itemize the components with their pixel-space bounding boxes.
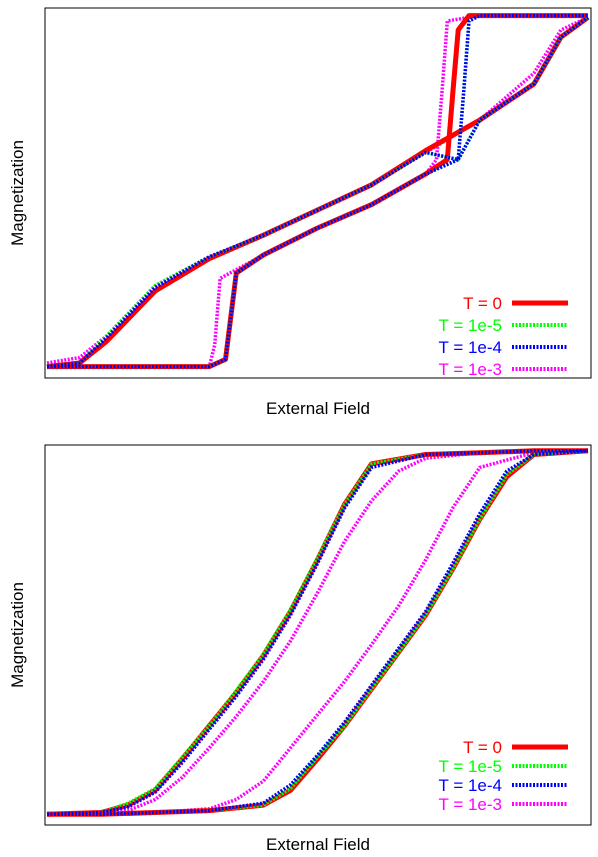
series-line-2-upper-branch: [46, 449, 588, 817]
legend-label-3: T = 1e-4: [439, 338, 502, 357]
series-line-2-lower-branch: [47, 449, 589, 817]
legend-label-2: T = 1e-5: [439, 757, 502, 776]
x-axis-label-bottom: External Field: [266, 835, 370, 854]
curves-bottom: [46, 448, 589, 817]
y-axis-label-bottom: Magnetization: [8, 582, 27, 688]
series-line-3-upper-branch: [47, 13, 588, 369]
y-axis-label-top: Magnetization: [8, 140, 27, 246]
legend-top: T = 0 T = 1e-5 T = 1e-4 T = 1e-3: [439, 294, 568, 379]
series-line-4-upper-branch: [46, 449, 588, 817]
legend-label-4: T = 1e-3: [439, 795, 502, 814]
legend-label-1: T = 0: [463, 294, 502, 313]
chart-panel-bottom: T = 0T = 1e-5T = 1e-4T = 1e-3 External F…: [8, 444, 592, 854]
series-line-4-lower-branch: [46, 15, 589, 365]
legend-label-3: T = 1e-4: [439, 776, 502, 795]
series-line-4-upper-branch: [47, 13, 588, 369]
legend-bottom: T = 0T = 1e-5T = 1e-4T = 1e-3: [439, 738, 568, 814]
series-line-4-lower-branch: [47, 449, 589, 817]
legend-label-4: T = 1e-3: [439, 360, 502, 379]
legend-label-2: T = 1e-5: [439, 316, 502, 335]
legend-label-1: T = 0: [463, 738, 502, 757]
chart-panel-top: T = 0 T = 1e-5 T = 1e-4 T = 1e-3 External F…: [8, 7, 592, 418]
series-line-3-lower-branch: [46, 15, 590, 369]
x-axis-label-top: External Field: [266, 399, 370, 418]
curves-top: [46, 13, 590, 370]
series-line-3-lower-branch: [47, 449, 589, 817]
plot-frame-top: [44, 7, 592, 379]
plot-frame-bottom: [44, 444, 592, 826]
